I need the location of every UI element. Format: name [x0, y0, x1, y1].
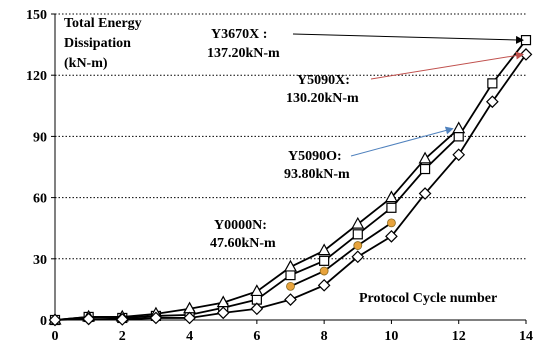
point-diamond: [250, 302, 264, 316]
annotation-y3670x-value: 137.20kN-m: [207, 46, 280, 61]
point-triangle: [250, 284, 264, 297]
ylabel-line-3: (kN-m): [64, 56, 108, 71]
point-triangle: [283, 259, 298, 272]
axis-layer: 0 30 60 90 120 150 0 2 4 6 8 10 12 14: [26, 8, 533, 344]
annotation-y3670x-name: Y3670X :: [211, 27, 267, 42]
point-diamond: [82, 312, 95, 326]
annotation-y5090x-name: Y5090X:: [297, 73, 350, 88]
point-diamond: [48, 313, 62, 327]
ylabel-line-1: Total Energy: [64, 16, 142, 31]
y-tick-label: 150: [26, 8, 47, 23]
annotation-y5090o-name: Y5090O:: [288, 149, 342, 164]
point-diamond: [486, 95, 499, 109]
x-tick-label: 2: [119, 329, 126, 344]
point-diamond: [149, 311, 163, 325]
annotation-arrow: [370, 51, 524, 80]
point-triangle: [351, 216, 365, 229]
annotation-arrow: [292, 33, 524, 44]
annotation-y5090x-value: 130.20kN-m: [286, 91, 359, 106]
point-diamond: [216, 306, 230, 320]
x-tick-label: 10: [384, 329, 398, 344]
series-line-circle: [290, 222, 392, 288]
x-tick-label: 0: [52, 329, 59, 344]
point-square: [285, 270, 296, 281]
point-square: [487, 78, 498, 89]
point-diamond: [183, 311, 196, 325]
ylabel-line-2: Dissipation: [64, 36, 131, 51]
point-diamond: [284, 293, 297, 306]
annotation-y0000n-value: 47.60kN-m: [210, 236, 276, 251]
point-square: [453, 131, 464, 142]
point-circle: [286, 281, 295, 291]
annotation-arrow: [350, 126, 454, 157]
point-diamond: [452, 148, 466, 162]
point-diamond: [418, 187, 432, 200]
point-diamond: [115, 313, 129, 326]
series-layer: [48, 35, 533, 327]
x-tick-label: 14: [519, 329, 533, 344]
y-tick-label: 120: [26, 69, 47, 84]
point-triangle: [418, 151, 432, 164]
point-diamond: [351, 250, 365, 264]
point-diamond: [317, 278, 331, 292]
point-triangle: [317, 243, 331, 256]
arrow-layer: [292, 33, 524, 157]
y-tick-label: 90: [33, 130, 47, 145]
x-tick-label: 6: [253, 329, 260, 344]
point-square: [419, 163, 431, 175]
y-tick-label: 0: [40, 314, 47, 329]
point-diamond: [385, 230, 398, 243]
point-circle: [353, 241, 363, 250]
grid-layer: [55, 13, 526, 260]
y-tick-label: 60: [33, 192, 47, 207]
point-triangle: [452, 121, 466, 134]
point-square: [386, 202, 397, 213]
x-tick-label: 8: [321, 329, 328, 344]
text-layer: Total Energy Dissipation (kN-m) Protocol…: [64, 16, 497, 306]
annotation-y0000n-name: Y0000N:: [214, 218, 267, 233]
point-square: [352, 229, 363, 240]
y-tick-label: 30: [33, 253, 47, 268]
point-circle: [319, 266, 329, 276]
point-triangle: [384, 190, 398, 203]
x-tick-label: 4: [186, 329, 193, 344]
annotation-y5090o-value: 93.80kN-m: [284, 167, 350, 182]
x-tick-label: 12: [452, 329, 466, 344]
point-square: [319, 255, 330, 266]
point-circle: [387, 218, 396, 228]
xlabel: Protocol Cycle number: [359, 291, 497, 306]
